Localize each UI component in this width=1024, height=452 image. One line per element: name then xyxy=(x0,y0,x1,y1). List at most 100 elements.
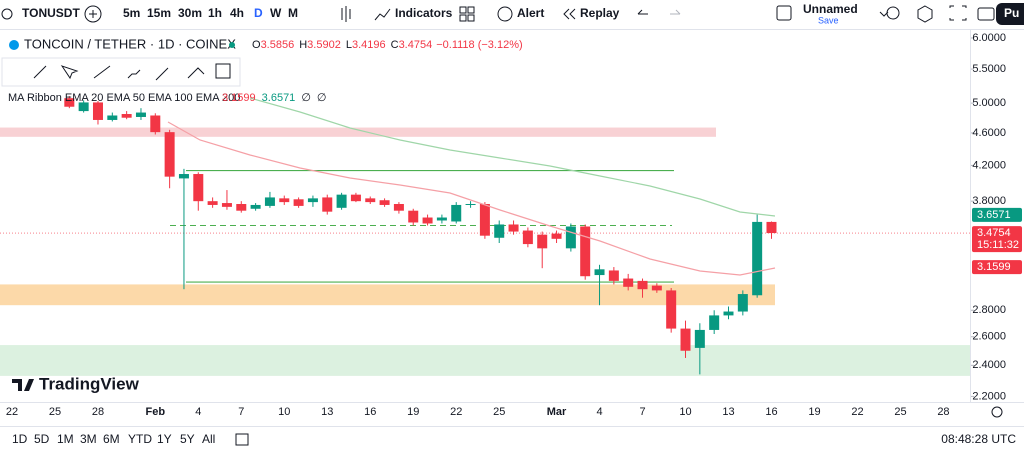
layout-checkbox[interactable] xyxy=(776,5,792,21)
compare-button[interactable] xyxy=(84,5,102,23)
fullscreen-icon[interactable] xyxy=(949,5,967,21)
interval-button[interactable]: D xyxy=(254,6,263,20)
x-tick-label: 28 xyxy=(92,406,104,418)
search-icon[interactable] xyxy=(1,8,13,20)
interval-button[interactable]: 5m xyxy=(123,6,140,20)
y-tick-label: 2.6000 xyxy=(972,331,1006,343)
ohlc-legend: O3.5856 H3.5902 L3.4196 C3.4754 −0.1118 (−3.… xyxy=(252,39,523,51)
candle-body xyxy=(508,224,519,232)
candle-body xyxy=(637,280,648,290)
candle-body xyxy=(408,210,419,223)
publish-label: Pu xyxy=(1004,6,1019,20)
range-button[interactable]: 5Y xyxy=(180,432,195,446)
interval-button[interactable]: W xyxy=(270,6,282,20)
x-tick-label: 22 xyxy=(851,406,863,418)
candle-body xyxy=(737,294,748,312)
range-button[interactable]: 6M xyxy=(103,432,120,446)
zone xyxy=(0,284,775,306)
x-tick-label: 13 xyxy=(722,406,734,418)
indicators-button[interactable]: Indicators xyxy=(395,6,453,20)
candle-body xyxy=(92,102,103,120)
interval-button[interactable]: M xyxy=(288,6,298,20)
price-badge xyxy=(972,260,1022,275)
plus-icon xyxy=(89,10,97,18)
candle-body xyxy=(680,328,691,351)
candle-body xyxy=(336,194,347,208)
candle-body xyxy=(422,217,433,224)
candle-body xyxy=(608,270,619,281)
y-tick-label: 4.2000 xyxy=(972,159,1006,171)
y-tick-label: 2.8000 xyxy=(972,304,1006,316)
axis-settings[interactable] xyxy=(991,406,1003,418)
candle-body xyxy=(365,198,376,203)
range-button[interactable]: 1Y xyxy=(157,432,172,446)
range-button[interactable]: 1D xyxy=(12,432,28,446)
clock[interactable]: 08:48:28 UTC xyxy=(941,432,1016,446)
date-range-icon[interactable] xyxy=(235,433,249,446)
templates-icon[interactable] xyxy=(459,6,467,14)
ema-empty: ∅ xyxy=(301,92,311,104)
x-tick-label: Mar xyxy=(547,406,567,418)
x-tick-label: 13 xyxy=(321,406,333,418)
candle-body xyxy=(279,198,290,203)
candle-body xyxy=(465,204,476,206)
candle-body xyxy=(666,290,677,329)
y-tick-label: 6.0000 xyxy=(972,32,1006,44)
redo-button[interactable] xyxy=(670,9,681,15)
save-label[interactable]: Save xyxy=(818,15,839,25)
interval-button[interactable]: 30m xyxy=(178,6,202,20)
x-tick-label: 7 xyxy=(639,406,645,418)
candle-body xyxy=(107,115,118,120)
x-tick-label: 10 xyxy=(679,406,691,418)
candle-body xyxy=(451,204,462,222)
x-tick-label: 4 xyxy=(596,406,602,418)
candle-body xyxy=(594,269,605,276)
ohlc-key: H xyxy=(299,39,307,51)
x-tick-label: 7 xyxy=(238,406,244,418)
publish-button[interactable] xyxy=(996,3,1024,25)
range-button[interactable]: YTD xyxy=(128,432,152,446)
object-tree-icon[interactable] xyxy=(886,6,900,20)
alert-button[interactable]: Alert xyxy=(517,6,544,20)
ohlc-key: O xyxy=(252,39,261,51)
indicator-legend: MA Ribbon EMA 20 EMA 50 EMA 100 EMA 200 xyxy=(8,92,240,104)
interval-button[interactable]: 1h xyxy=(208,6,222,20)
x-tick-label: 22 xyxy=(450,406,462,418)
candle-body xyxy=(752,221,763,296)
candle-body xyxy=(379,200,390,205)
watermark-logo xyxy=(12,379,34,391)
settings-icon[interactable] xyxy=(917,5,933,23)
x-tick-label: 25 xyxy=(493,406,505,418)
candle-body xyxy=(479,204,490,236)
drawing-toolbar xyxy=(1,57,241,87)
snapshot-icon[interactable] xyxy=(977,7,995,21)
range-button[interactable]: All xyxy=(202,432,215,446)
candle-body xyxy=(580,226,591,277)
templates-icon xyxy=(467,14,475,22)
interval-button[interactable]: 15m xyxy=(147,6,171,20)
y-tick-label: 4.6000 xyxy=(972,127,1006,139)
interval-button[interactable]: 4h xyxy=(230,6,244,20)
indicators-icon xyxy=(374,8,391,21)
range-button[interactable]: 1M xyxy=(57,432,74,446)
candle-body xyxy=(135,112,146,117)
replay-button[interactable]: Replay xyxy=(580,6,620,20)
y-tick-label: 3.8000 xyxy=(972,195,1006,207)
layout-name[interactable]: Unnamed xyxy=(803,2,858,16)
ohlc-value: 3.4196 xyxy=(352,39,386,51)
symbol[interactable]: TONUSDT xyxy=(22,6,80,20)
undo-button[interactable] xyxy=(637,9,648,15)
chart-type-icon[interactable] xyxy=(341,6,351,22)
range-button[interactable]: 5D xyxy=(34,432,50,446)
candle-body xyxy=(121,114,132,118)
ema20-line xyxy=(167,121,776,276)
drawing-tools[interactable] xyxy=(33,63,231,81)
market-status-dot xyxy=(229,42,235,48)
ohlc-key: C xyxy=(391,39,399,51)
range-button[interactable]: 3M xyxy=(80,432,97,446)
x-tick-label: Feb xyxy=(146,406,166,418)
candle-body xyxy=(694,329,705,348)
zone xyxy=(0,345,970,376)
x-tick-label: 25 xyxy=(49,406,61,418)
x-tick-label: 28 xyxy=(937,406,949,418)
